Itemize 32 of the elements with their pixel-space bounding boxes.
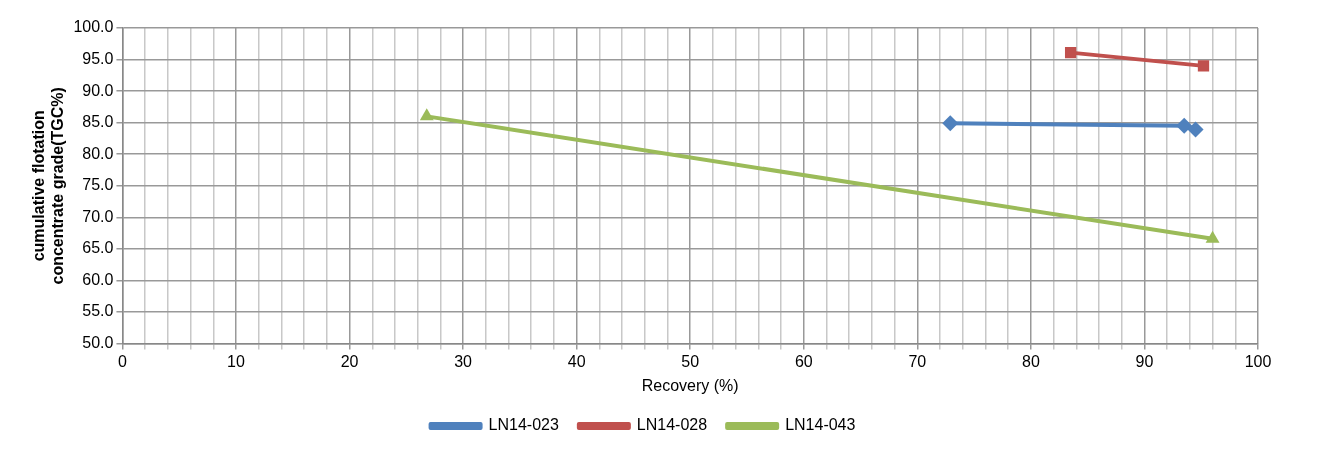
- point: [1064, 46, 1077, 59]
- x-tick-label: 30: [454, 352, 473, 370]
- y-tick-label: 60.0: [82, 270, 114, 288]
- legend-label: LN14-028: [636, 416, 708, 434]
- x-tick-label: 20: [340, 352, 359, 370]
- y-tick-label: 85.0: [82, 113, 114, 131]
- x-tick-label: 10: [227, 352, 245, 370]
- y-tick-label: 50.0: [82, 334, 114, 352]
- y-tick-label: 55.0: [82, 302, 114, 320]
- y-tick-label: 70.0: [82, 207, 114, 225]
- legend-label: LN14-043: [785, 416, 856, 434]
- x-tick-label: 80: [1021, 352, 1040, 370]
- point: [942, 115, 959, 132]
- point: [1176, 117, 1193, 134]
- x-axis-title: Recovery (%): [641, 376, 739, 394]
- x-tick-label: 100: [1244, 352, 1272, 370]
- point: [1197, 60, 1210, 72]
- y-tick-label: 65.0: [82, 239, 114, 257]
- legend-label: LN14-023: [488, 416, 559, 434]
- y-axis-title: cumulative flotation concentrate grade(TGC%): [30, 87, 67, 285]
- y-tick-label: 80.0: [82, 144, 114, 162]
- x-tick-label: 50: [681, 352, 700, 370]
- y-tick-label: 90.0: [82, 81, 114, 99]
- x-tick-label: 40: [567, 352, 586, 370]
- x-tick-label: 0: [117, 352, 127, 370]
- y-tick-label: 100.0: [73, 18, 114, 36]
- y-tick-label: 75.0: [82, 176, 114, 194]
- x-tick-label: 90: [1135, 352, 1154, 370]
- point: [1187, 121, 1204, 138]
- x-tick-label: 60: [794, 352, 813, 370]
- y-tick-label: 95.0: [82, 49, 114, 67]
- x-tick-label: 70: [908, 352, 927, 370]
